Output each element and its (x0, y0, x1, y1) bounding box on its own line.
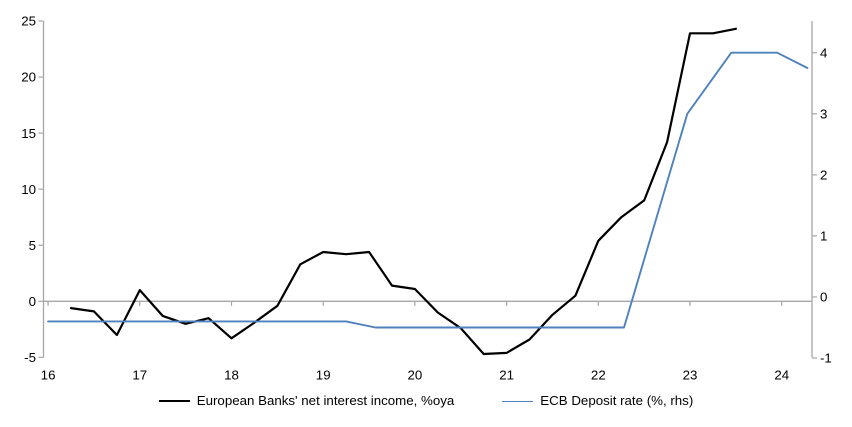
x-axis-tick-label: 16 (41, 368, 56, 383)
x-axis-tick-label: 17 (132, 368, 147, 383)
y-left-tick-label: 5 (29, 238, 36, 253)
x-axis-tick-label: 21 (499, 368, 514, 383)
x-axis-tick-label: 18 (224, 368, 239, 383)
legend-item-deposit-rate: ECB Deposit rate (%, rhs) (502, 393, 693, 409)
series-line-0 (69, 27, 738, 356)
legend-label-nii: European Banks' net interest income, %oy… (196, 393, 455, 408)
deposit-rate-line-swatch (502, 400, 534, 402)
y-left-tick-label: 0 (29, 294, 36, 309)
x-axis-tick-label: 23 (683, 368, 698, 383)
nii-line-swatch (158, 400, 190, 402)
chart-legend: European Banks' net interest income, %oy… (0, 393, 852, 409)
y-right-tick-label: 1 (820, 229, 827, 244)
legend-item-nii: European Banks' net interest income, %oy… (158, 393, 455, 409)
y-right-tick-label: 3 (820, 106, 827, 121)
y-left-tick-label: 20 (21, 70, 36, 85)
y-left-tick-label: -5 (24, 350, 36, 365)
y-right-tick-label: 2 (820, 168, 827, 183)
y-right-tick-label: 4 (820, 45, 827, 60)
x-axis-tick-label: 19 (316, 368, 331, 383)
y-right-tick-label: -1 (820, 351, 832, 366)
series-line-1 (47, 51, 809, 329)
y-left-tick-label: 10 (21, 182, 36, 197)
x-axis-tick-label: 22 (591, 368, 606, 383)
y-right-tick-label: 0 (820, 290, 827, 305)
y-left-tick-label: 25 (21, 14, 36, 29)
x-axis-tick-label: 20 (408, 368, 423, 383)
legend-label-deposit-rate: ECB Deposit rate (%, rhs) (540, 393, 694, 408)
x-axis-tick-label: 24 (774, 368, 789, 383)
y-left-tick-label: 15 (21, 126, 36, 141)
